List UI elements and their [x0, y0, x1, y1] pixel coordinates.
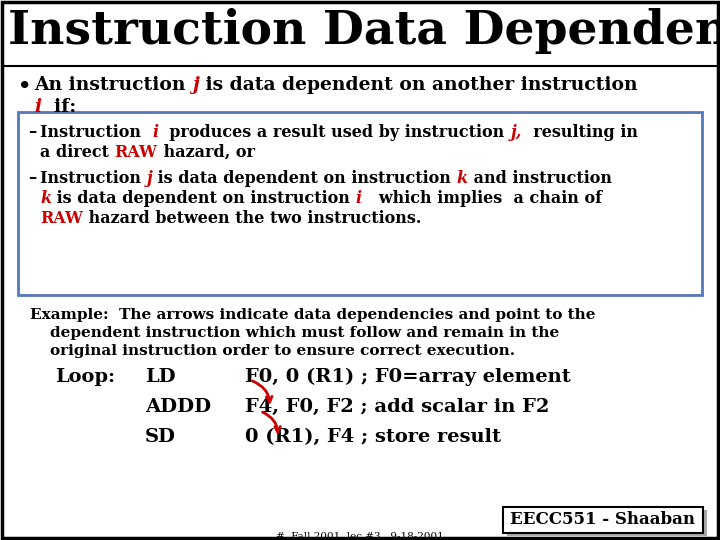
Text: Instruction Data Dependencies: Instruction Data Dependencies [8, 8, 720, 54]
Text: k: k [40, 190, 51, 207]
Text: 0 (R1), F4 ; store result: 0 (R1), F4 ; store result [245, 428, 501, 446]
Text: SD: SD [145, 428, 176, 446]
Text: is data dependent on instruction: is data dependent on instruction [153, 170, 457, 187]
Bar [18, 112, 702, 295]
Text: •: • [18, 76, 32, 96]
Text: RAW: RAW [114, 144, 158, 161]
Text: is data dependent on another instruction: is data dependent on another instruction [199, 76, 637, 94]
Text: j: j [147, 170, 153, 187]
Text: if:: if: [41, 98, 76, 116]
Text: F4, F0, F2 ; add scalar in F2: F4, F0, F2 ; add scalar in F2 [245, 398, 549, 416]
Text: LD: LD [145, 368, 176, 386]
Text: Instruction: Instruction [40, 124, 152, 141]
Text: hazard between the two instructions.: hazard between the two instructions. [83, 210, 421, 227]
Text: EECC551 - Shaaban: EECC551 - Shaaban [510, 511, 696, 529]
Bar [503, 507, 703, 533]
Text: RAW: RAW [40, 210, 83, 227]
Text: dependent instruction which must follow and remain in the: dependent instruction which must follow … [50, 326, 559, 340]
Text: ADDD: ADDD [145, 398, 211, 416]
Text: #  Fall 2001  lec #3   9-18-2001: # Fall 2001 lec #3 9-18-2001 [276, 532, 444, 540]
Bar [507, 510, 707, 536]
Text: Loop:: Loop: [55, 368, 115, 386]
Text: and instruction: and instruction [468, 170, 612, 187]
Text: a direct: a direct [40, 144, 114, 161]
Text: Instruction: Instruction [40, 170, 147, 187]
Text: i: i [34, 98, 41, 116]
Text: –: – [28, 170, 36, 187]
Text: j: j [192, 76, 199, 94]
Text: resulting in: resulting in [521, 124, 638, 141]
Text: i: i [356, 190, 361, 207]
Text: hazard, or: hazard, or [158, 144, 255, 161]
Text: j,: j, [510, 124, 521, 141]
Text: is data dependent on instruction: is data dependent on instruction [51, 190, 356, 207]
Text: An instruction: An instruction [34, 76, 192, 94]
Text: –: – [28, 124, 36, 141]
Text: Example:  The arrows indicate data dependencies and point to the: Example: The arrows indicate data depend… [30, 308, 595, 322]
Text: i: i [152, 124, 158, 141]
Text: produces a result used by instruction: produces a result used by instruction [158, 124, 510, 141]
Text: which implies  a chain of: which implies a chain of [361, 190, 602, 207]
Text: original instruction order to ensure correct execution.: original instruction order to ensure cor… [50, 344, 515, 358]
Text: k: k [457, 170, 468, 187]
Text: F0, 0 (R1) ; F0=array element: F0, 0 (R1) ; F0=array element [245, 368, 571, 386]
